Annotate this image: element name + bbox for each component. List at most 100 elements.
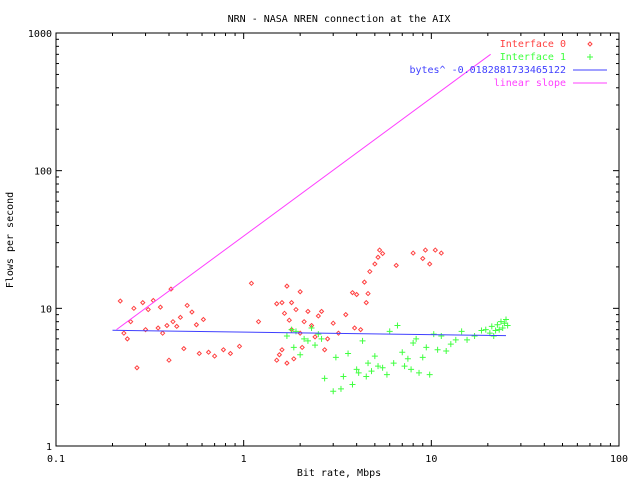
series-line	[116, 53, 491, 331]
data-point	[305, 308, 311, 315]
y-axis-label: Flows per second	[5, 192, 16, 288]
data-point	[361, 279, 368, 285]
data-point	[353, 366, 360, 373]
data-point	[430, 331, 437, 338]
legend-label: linear slope	[494, 78, 566, 89]
data-point	[220, 347, 227, 353]
data-point	[174, 323, 180, 330]
data-point	[376, 247, 383, 253]
data-point	[159, 330, 166, 336]
data-point	[196, 350, 202, 357]
data-point	[497, 318, 504, 325]
data-point	[312, 334, 318, 340]
data-point	[394, 322, 401, 329]
data-point	[248, 280, 255, 287]
data-point	[363, 299, 369, 306]
data-point	[458, 328, 465, 335]
data-point	[420, 255, 426, 262]
data-point	[315, 331, 322, 338]
data-point	[413, 335, 420, 342]
data-point	[379, 250, 386, 257]
data-point	[164, 322, 170, 329]
data-point	[301, 318, 307, 325]
data-point	[121, 330, 127, 336]
data-point	[488, 323, 495, 330]
data-point	[375, 363, 382, 370]
legend: Interface 0 Interface 1 bytes^ -0.01828817…	[409, 39, 607, 89]
data-point	[293, 306, 299, 313]
data-point	[359, 337, 366, 344]
series-4	[116, 53, 491, 331]
data-point	[274, 301, 280, 307]
data-point	[124, 336, 131, 342]
data-point	[330, 320, 336, 326]
series-2	[283, 316, 511, 395]
series-1	[117, 247, 445, 371]
data-point	[504, 322, 511, 329]
data-point	[426, 261, 433, 267]
data-point	[365, 360, 372, 367]
data-point	[416, 369, 423, 376]
data-point	[335, 330, 342, 336]
data-point	[255, 318, 262, 325]
data-point	[157, 304, 164, 310]
data-point	[324, 336, 331, 342]
y-tick-label: 1	[46, 442, 52, 453]
data-point	[372, 261, 378, 267]
data-point	[353, 291, 360, 298]
data-point	[193, 322, 200, 328]
data-point	[321, 347, 328, 353]
x-tick-label: 10	[425, 454, 437, 465]
data-point	[386, 328, 393, 335]
data-point	[452, 336, 459, 343]
data-point	[371, 353, 378, 360]
data-point	[367, 268, 373, 275]
data-point	[496, 326, 503, 333]
data-point	[438, 250, 445, 256]
data-point	[170, 318, 176, 325]
data-point	[349, 381, 356, 388]
data-point	[494, 321, 501, 328]
data-point	[365, 290, 371, 297]
data-point	[349, 289, 356, 296]
data-point	[288, 299, 295, 306]
legend-label: bytes^ -0.0182881733465122	[409, 65, 566, 76]
axis-ticks	[55, 32, 620, 447]
data-point	[315, 313, 322, 319]
data-point	[478, 327, 485, 334]
data-point	[274, 357, 280, 363]
data-point	[297, 351, 304, 358]
data-point	[301, 335, 308, 342]
data-point	[357, 326, 364, 333]
legend-label: Interface 1	[500, 52, 566, 63]
data-point	[351, 325, 358, 331]
data-point	[363, 373, 370, 380]
data-point	[464, 336, 471, 343]
data-point	[145, 306, 151, 313]
data-point	[419, 354, 426, 361]
data-point	[127, 318, 134, 325]
data-point	[443, 347, 450, 354]
data-point	[492, 327, 499, 334]
data-point	[236, 343, 243, 349]
data-point	[399, 349, 406, 356]
data-point	[276, 352, 283, 358]
legend-label: Interface 0	[500, 39, 566, 50]
data-point	[140, 299, 146, 306]
legend-marker-swatch	[587, 54, 593, 60]
data-point	[330, 388, 337, 395]
data-point	[297, 289, 303, 295]
data-point	[438, 332, 445, 339]
data-point	[390, 360, 397, 367]
x-tick-label: 100	[610, 454, 628, 465]
data-point	[422, 247, 429, 253]
data-point	[343, 311, 349, 318]
data-point	[408, 366, 415, 373]
legend-marker-swatch	[587, 41, 593, 47]
data-point	[321, 375, 328, 382]
data-point	[434, 346, 441, 353]
data-point	[134, 365, 140, 371]
data-point	[393, 262, 399, 269]
data-point	[284, 360, 290, 366]
